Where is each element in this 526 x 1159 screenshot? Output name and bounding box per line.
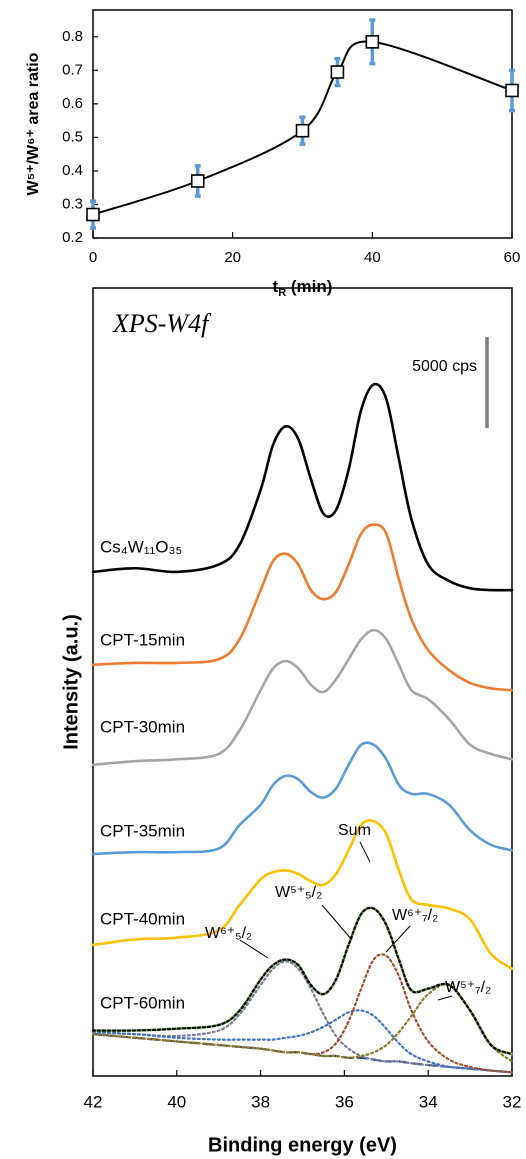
- series-label: W⁵⁺₅/₂: [275, 884, 322, 901]
- x-tick-label: 0: [89, 249, 97, 266]
- series-label: CPT-15min: [100, 630, 185, 649]
- series-label: W⁶⁺₅/₂: [205, 925, 252, 942]
- spectrum-curve: [91, 382, 514, 592]
- y-tick-label: 0.6: [62, 95, 83, 112]
- spectrum-curve: [91, 1009, 514, 1074]
- x-tick-label: 40: [167, 1092, 186, 1111]
- x-tick-label: 34: [419, 1092, 438, 1111]
- marker: [295, 123, 310, 138]
- series-label: Cs₄W₁₁O₃₅: [100, 537, 182, 556]
- marker: [190, 174, 205, 188]
- series-label: Sum: [338, 822, 371, 839]
- y-tick-label: 0.7: [62, 61, 83, 78]
- spectrum-curve: [91, 906, 514, 1056]
- fit-curve: [92, 40, 513, 216]
- y-axis-label: Intensity (a.u.): [60, 614, 82, 750]
- spectrum-curve: [91, 628, 514, 767]
- y-tick-label: 0.3: [62, 195, 83, 212]
- plot-frame: [92, 9, 513, 239]
- series-label: CPT-60min: [100, 993, 185, 1012]
- series-label: CPT-40min: [100, 909, 185, 928]
- spectrum-curve: [91, 741, 514, 856]
- marker: [365, 35, 380, 49]
- x-tick-label: 32: [503, 1092, 522, 1111]
- series-label: CPT-35min: [100, 821, 185, 840]
- spectrum-curve: [91, 523, 514, 692]
- x-tick-label: 42: [84, 1092, 103, 1111]
- y-tick-label: 0.8: [62, 28, 83, 45]
- x-axis-label-part: R: [278, 287, 286, 299]
- x-axis-label-part: (min): [286, 277, 332, 296]
- leader-line: [359, 841, 371, 863]
- leader-line: [385, 925, 411, 953]
- series-label: W⁵⁺₇/₂: [445, 979, 491, 996]
- x-tick-label: 40: [364, 249, 381, 266]
- leader-line: [239, 939, 269, 959]
- x-tick-label: 36: [335, 1092, 354, 1111]
- chart-title: XPS-W4f: [112, 309, 212, 338]
- y-tick-label: 0.2: [62, 229, 83, 246]
- x-axis-label: Binding energy (eV): [208, 1134, 397, 1156]
- x-tick-label: 38: [251, 1092, 270, 1111]
- marker: [330, 65, 345, 79]
- marker: [86, 207, 100, 222]
- leader-line: [321, 904, 353, 941]
- leader-line: [437, 995, 453, 1001]
- x-axis-label-part: t: [273, 277, 279, 296]
- plot-frame: [92, 287, 513, 1077]
- spectrum-curve: [91, 983, 514, 1063]
- marker: [505, 83, 519, 98]
- series-label: W⁶⁺₇/₂: [392, 907, 438, 924]
- y-tick-label: 0.5: [62, 128, 83, 145]
- series-label: CPT-30min: [100, 717, 185, 736]
- x-axis-label: tR (min): [273, 277, 333, 298]
- y-axis-label: W⁵⁺/W⁶⁺ area ratio: [25, 52, 42, 195]
- spectrum-curve: [91, 819, 514, 970]
- x-tick-label: 20: [224, 249, 241, 266]
- x-tick-label: 60: [504, 249, 521, 266]
- y-tick-label: 0.4: [62, 162, 83, 179]
- spectrum-curve: [91, 960, 514, 1074]
- scale-bar-label: 5000 cps: [412, 358, 477, 375]
